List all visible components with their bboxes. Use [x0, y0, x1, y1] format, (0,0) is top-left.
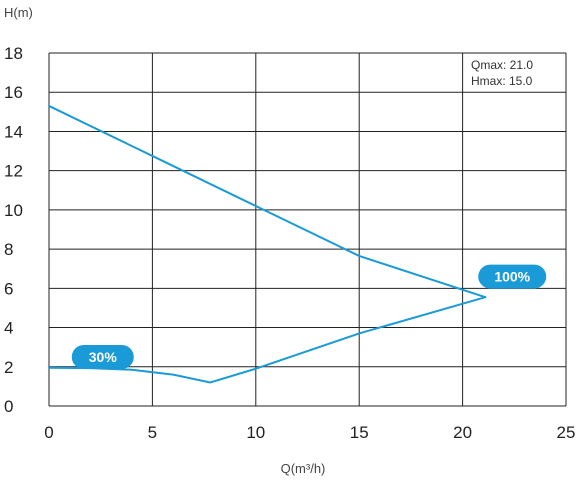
x-tick-label: 20 [453, 423, 472, 442]
curve-100pct [48, 104, 487, 299]
curve-30pct [48, 296, 487, 384]
y-tick-label: 2 [4, 358, 13, 377]
y-tick-label: 4 [4, 319, 13, 338]
chart-curves [48, 104, 487, 384]
badge-100pct [478, 264, 547, 289]
qmax-note: Qmax: 21.0 [471, 58, 533, 72]
y-tick-label: 8 [4, 240, 13, 259]
x-tick-label: 15 [350, 423, 369, 442]
y-tick-label: 6 [4, 279, 13, 298]
badge-30pct [71, 344, 134, 369]
x-axis-label: Q(m³/h) [281, 461, 326, 476]
x-tick-label: 0 [44, 423, 53, 442]
x-tick-label: 25 [557, 423, 576, 442]
y-tick-label: 10 [4, 201, 23, 220]
y-axis-label: H(m) [4, 5, 33, 20]
chart-grid [48, 52, 567, 407]
y-tick-label: 18 [4, 44, 23, 63]
hmax-note: Hmax: 15.0 [471, 74, 533, 88]
x-tick-label: 5 [148, 423, 157, 442]
badge-label: 30% [89, 349, 118, 365]
y-tick-label: 14 [4, 122, 23, 141]
badge-label: 100% [494, 269, 530, 285]
chart-ticks: 0 5 10 15 20 25 0 2 4 6 8 10 12 14 16 18 [4, 44, 575, 442]
y-tick-label: 12 [4, 162, 23, 181]
x-tick-label: 10 [246, 423, 265, 442]
chart-badges: 100% 30% [71, 264, 547, 369]
y-tick-label: 0 [4, 397, 13, 416]
y-tick-label: 16 [4, 83, 23, 102]
